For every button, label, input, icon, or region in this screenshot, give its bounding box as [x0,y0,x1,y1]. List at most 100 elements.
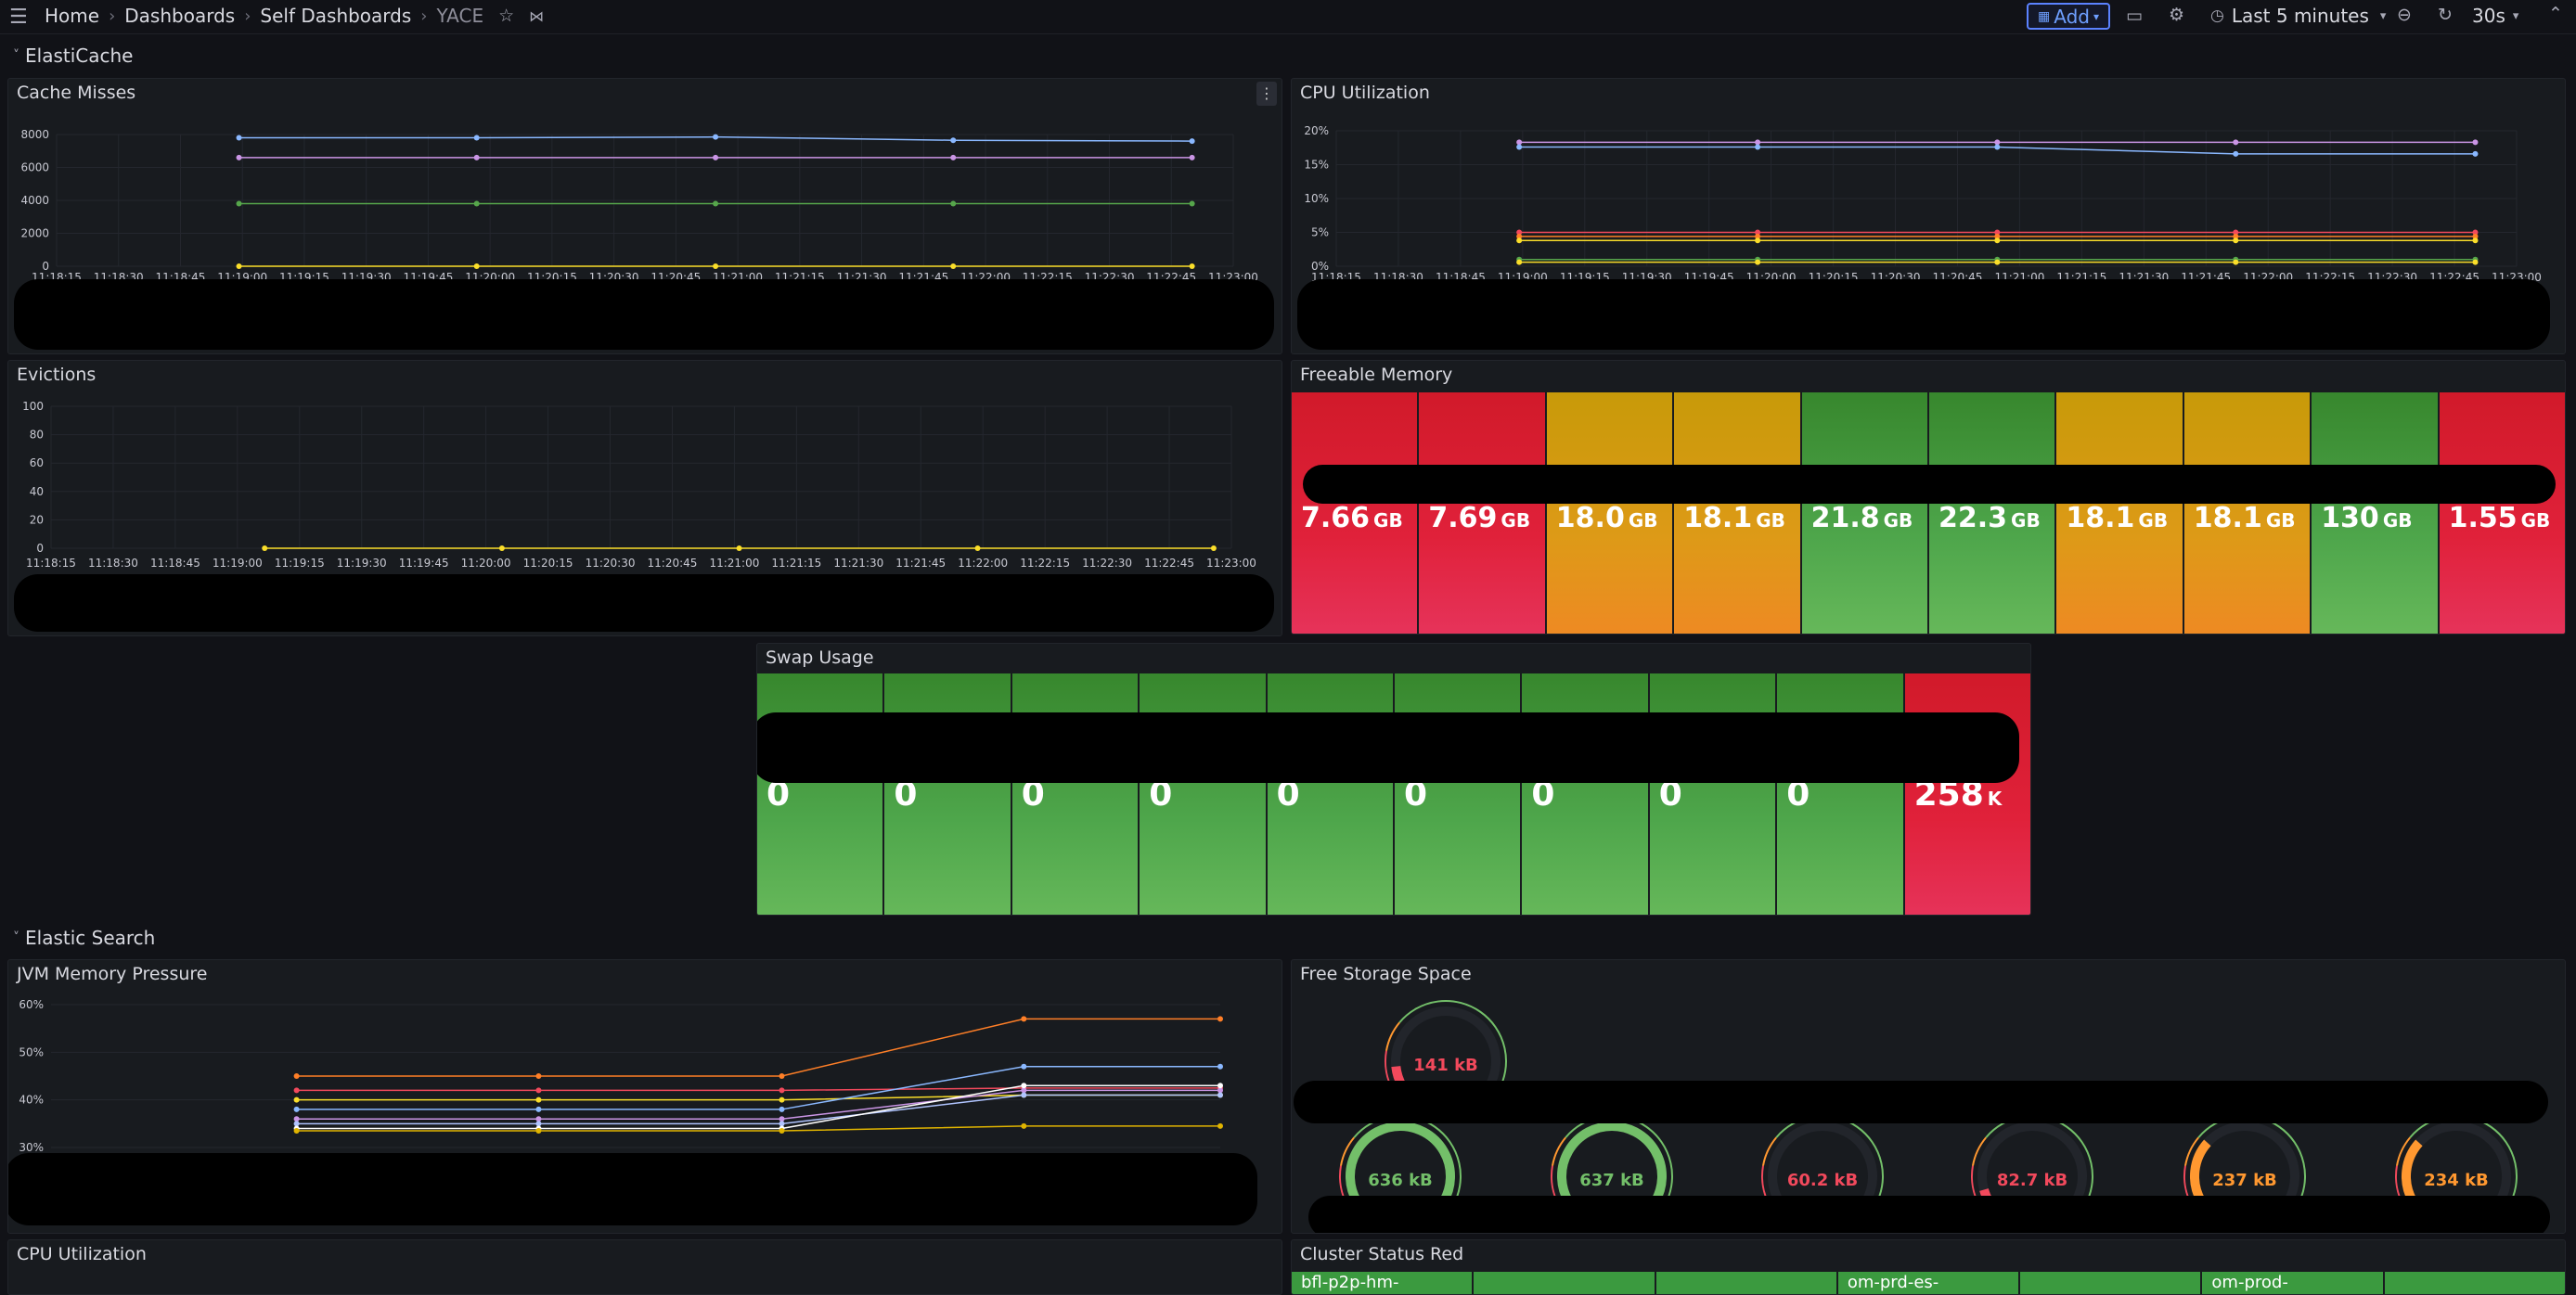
gauge-fill [2190,1139,2211,1204]
data-point [713,263,719,269]
y-tick-label: 20 [30,513,44,526]
row-title: Elastic Search [25,927,156,949]
data-point [950,200,957,207]
stat-cell[interactable]: 0 [1140,673,1266,915]
data-point [473,263,480,269]
panel-menu-button[interactable]: ⋮ [1256,82,1277,106]
stat-unit: GB [1628,509,1658,532]
chevron-down-icon: ˅ [13,48,19,63]
breadcrumb-dashboards[interactable]: Dashboards [124,5,236,27]
stat-cell[interactable]: 258 K [1904,673,2030,915]
stat-unit: GB [1373,509,1403,532]
x-tick-label: 11:19:30 [337,557,387,570]
gauge-threshold [1398,1000,1507,1092]
data-point [1516,237,1523,244]
stat-cell[interactable]: 0 [1522,673,1648,915]
share-icon[interactable]: ⋈ [529,6,545,25]
data-point [779,1116,785,1122]
data-point [1210,545,1217,551]
clock-icon: ◷ [2210,6,2224,25]
stat-cell[interactable]: 130 GB [2312,392,2438,634]
add-button[interactable]: ▦ Add ▾ [2027,3,2110,30]
stat-cell[interactable]: 0 [757,673,883,915]
y-tick-label: 30% [19,1141,44,1154]
data-point [2472,229,2479,236]
data-point [1189,154,1195,160]
stat-cell[interactable]: 0 [1395,673,1521,915]
refresh-icon[interactable]: ↻ [2438,5,2453,25]
data-point [1021,1092,1027,1098]
time-range-picker[interactable]: ◷ Last 5 minutes ▾ [2210,5,2386,27]
refresh-interval-picker[interactable]: 30s ▾ [2472,5,2518,27]
row-elastic-search[interactable]: ˅ Elastic Search [13,927,155,949]
panel-title: Evictions [17,365,97,385]
stat-value: 18.1 GB [2193,502,2296,534]
breadcrumb-folder[interactable]: Self Dashboards [260,5,412,27]
redacted-labels [1308,1196,2550,1233]
gauge-fill [1557,1122,1667,1204]
x-tick-label: 11:20:30 [586,557,636,570]
stat-cell[interactable]: 7.69 GB [1419,392,1545,634]
data-point [293,1106,300,1112]
stat-cell[interactable]: 7.66 GB [1292,392,1418,634]
save-icon[interactable]: ▭ [2126,6,2143,26]
gauge-value: 234 kB [2424,1171,2489,1190]
stat-value: 18.1 GB [1683,502,1785,534]
time-range-label: Last 5 minutes [2231,5,2369,27]
data-point [2472,259,2479,265]
x-tick-label: 11:19:15 [275,557,325,570]
stat-cell[interactable]: 1.55 GB [2439,392,2565,634]
data-point [1217,1092,1223,1098]
gauge-threshold [2396,1136,2411,1166]
panel-swap-usage: Swap Usage 0 0 0 0 0 0 0 0 0 258 K [756,643,2031,916]
data-point [1755,237,1761,244]
data-point [535,1073,542,1079]
row-elasticache[interactable]: ˅ ElastiCache [13,45,133,67]
stat-cell[interactable]: 18.1 GB [1674,392,1800,634]
data-point [779,1087,785,1094]
freeable-memory-stats: 7.66 GB 7.69 GB 18.0 GB 18.1 GB 21.8 GB 22.3 GB 18.1… [1292,392,2565,634]
stat-cell[interactable]: 0 [1011,673,1139,915]
panel-title: Cluster Status Red [1300,1244,1464,1264]
data-point [1994,229,2001,236]
data-point [713,200,719,207]
stat-cell[interactable]: 0 [1267,673,1393,915]
breadcrumb-home[interactable]: Home [45,5,100,27]
gauge-threshold [1385,1021,1400,1051]
stat-cell[interactable]: 0 [1777,673,1903,915]
stat-value: 18.0 GB [1555,502,1658,534]
star-icon[interactable]: ☆ [498,6,515,26]
stat-cell[interactable]: 22.3 GB [1929,392,2055,634]
data-point [1994,139,2001,146]
gear-icon[interactable]: ⚙ [2169,5,2185,25]
panel-title: CPU Utilization [17,1244,147,1264]
stat-cell[interactable]: 0 [884,673,1011,915]
stat-cell[interactable]: 0 [1649,673,1776,915]
stat-unit: K [1987,788,2003,810]
data-point [2233,259,2239,265]
data-point [974,545,981,551]
zoom-out-icon[interactable]: ⊖ [2397,5,2412,25]
data-point [1021,1016,1027,1022]
stat-cell[interactable]: 18.0 GB [1546,392,1673,634]
stat-cell[interactable]: 18.1 GB [2183,392,2311,634]
chevron-up-icon[interactable]: ⌃ [2548,4,2563,24]
gauge-track [1977,1122,2087,1204]
x-tick-label: 11:20:00 [461,557,511,570]
data-point [293,1121,300,1127]
evictions-chart: 100 80 60 40 20 0 11:18:15 11:18:30 11:18:45 11:1… [22,400,1256,570]
menu-icon[interactable]: ☰ [9,6,28,29]
y-tick-label: 2000 [20,227,49,240]
data-point [1994,237,2001,244]
free-storage-gauges: 79.5 kB51.9 kB51.9 kB51.9 kB51.9 kB51.9 … [1339,1000,2518,1207]
data-point [236,135,242,141]
stat-unit: GB [1501,509,1531,532]
data-point [950,263,957,269]
stat-cell[interactable]: 18.1 GB [2056,392,2183,634]
x-tick-label: 11:21:30 [833,557,883,570]
redacted-legend [14,279,1274,350]
stat-cell[interactable]: 21.8 GB [1801,392,1927,634]
swap-usage-stats: 0 0 0 0 0 0 0 0 0 258 K [757,673,2030,915]
data-point [1516,259,1523,265]
gauge-threshold [1762,1136,1777,1166]
